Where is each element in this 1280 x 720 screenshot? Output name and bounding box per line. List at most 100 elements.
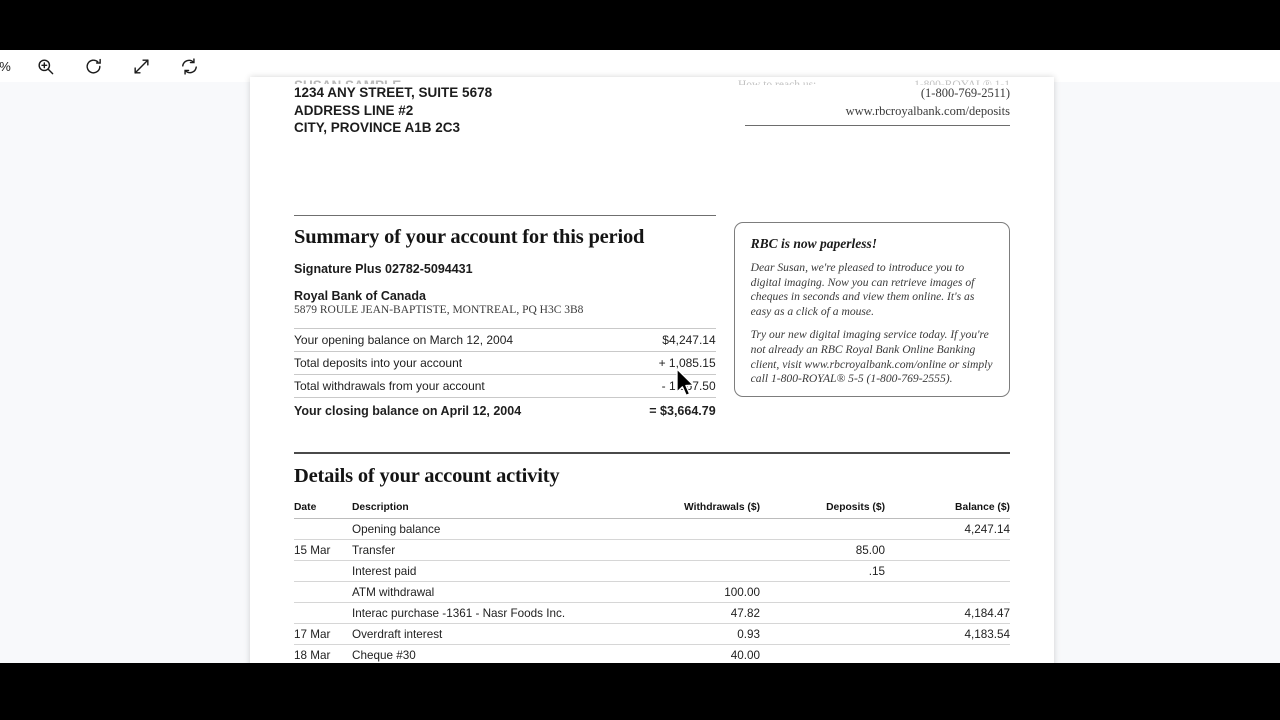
expand-icon bbox=[132, 57, 151, 76]
zoom-in-icon bbox=[36, 57, 55, 76]
promo-title: RBC is now paperless! bbox=[750, 236, 878, 251]
column-header-description: Description bbox=[352, 502, 635, 519]
table-header-row: Date Description Withdrawals ($) Deposit… bbox=[294, 502, 1010, 519]
document-viewer-viewport: 0% bbox=[0, 50, 1280, 663]
transaction-deposit: .15 bbox=[760, 560, 885, 582]
summary-row-amount: + 1,085.15 bbox=[620, 351, 716, 375]
transaction-deposit bbox=[760, 644, 885, 663]
transaction-balance: 4,247.14 bbox=[885, 518, 1010, 540]
table-row: Interest paid .15 bbox=[294, 560, 1010, 582]
promo-paragraph-1: Dear Susan, we're pleased to introduce y… bbox=[750, 261, 975, 318]
column-header-withdrawals: Withdrawals ($) bbox=[635, 502, 760, 519]
transaction-description: Opening balance bbox=[352, 518, 635, 540]
summary-row-amount: - 1,667.50 bbox=[620, 374, 716, 398]
promo-box: RBC is now paperless! Dear Susan, we're … bbox=[733, 222, 1010, 397]
transaction-description: Cheque #30 bbox=[352, 644, 635, 663]
reach-us-label: How to reach us: bbox=[738, 79, 817, 85]
contact-block: How to reach us: 1-800-ROYAL® 1-1 (1-800… bbox=[738, 77, 1010, 155]
document-page[interactable]: SUSAN SAMPLE 1234 ANY STREET, SUITE 5678… bbox=[250, 77, 1054, 663]
summary-row: Total deposits into your account + 1,085… bbox=[294, 351, 716, 375]
reset-icon bbox=[180, 57, 199, 76]
contact-website[interactable]: www.rbcroyalbank.com/deposits bbox=[845, 103, 1010, 118]
account-name: Signature Plus 02782-5094431 bbox=[294, 262, 473, 276]
column-header-deposits: Deposits ($) bbox=[760, 502, 885, 519]
letterbox-top bbox=[0, 0, 1280, 50]
rotate-button[interactable] bbox=[81, 53, 107, 79]
expand-button[interactable] bbox=[129, 53, 155, 79]
reach-us-phone-clipped: 1-800-ROYAL® 1-1 bbox=[914, 79, 1010, 85]
transaction-date bbox=[294, 560, 352, 582]
transaction-date: 15 Mar bbox=[294, 539, 352, 561]
contact-phone: (1-800-769-2511) bbox=[920, 86, 1010, 100]
summary-row-label: Total withdrawals from your account bbox=[294, 374, 621, 398]
transaction-date bbox=[294, 602, 352, 624]
transaction-date: 17 Mar bbox=[294, 623, 352, 645]
summary-total-amount: = $3,664.79 bbox=[649, 404, 716, 418]
transaction-withdrawal: 40.00 bbox=[635, 644, 760, 663]
transaction-balance bbox=[885, 644, 1010, 663]
table-row: 15 Mar Transfer 85.00 bbox=[294, 539, 1010, 561]
transaction-deposit bbox=[760, 581, 885, 603]
transaction-withdrawal bbox=[635, 560, 760, 582]
transaction-balance bbox=[885, 560, 1010, 582]
summary-top-rule bbox=[294, 215, 716, 216]
transaction-balance bbox=[885, 539, 1010, 561]
transaction-withdrawal: 0.93 bbox=[635, 623, 760, 645]
transaction-description: Overdraft interest bbox=[352, 623, 635, 645]
details-top-rule bbox=[294, 452, 1010, 454]
transaction-deposit: 85.00 bbox=[760, 539, 885, 561]
table-row: 17 Mar Overdraft interest 0.93 4,183.54 bbox=[294, 623, 1010, 645]
table-row: 18 Mar Cheque #30 40.00 bbox=[294, 644, 1010, 663]
transaction-date bbox=[294, 518, 352, 540]
contact-clipped-row: How to reach us: 1-800-ROYAL® 1-1 bbox=[738, 77, 1010, 85]
transaction-withdrawal: 47.82 bbox=[635, 602, 760, 624]
transaction-deposit bbox=[760, 623, 885, 645]
details-title: Details of your account activity bbox=[294, 465, 560, 487]
table-row: Interac purchase -1361 - Nasr Foods Inc.… bbox=[294, 602, 1010, 624]
transaction-description: ATM withdrawal bbox=[352, 581, 635, 603]
reset-button[interactable] bbox=[177, 53, 203, 79]
summary-title: Summary of your account for this period bbox=[294, 226, 645, 248]
summary-total-row: Your closing balance on April 12, 2004 =… bbox=[294, 398, 716, 423]
details-section: Details of your account activity Date De… bbox=[294, 452, 1010, 663]
summary-left-column: Summary of your account for this period … bbox=[294, 215, 716, 422]
transaction-balance: 4,184.47 bbox=[885, 602, 1010, 624]
customer-name-clipped: SUSAN SAMPLE bbox=[294, 77, 492, 84]
table-row: ATM withdrawal 100.00 bbox=[294, 581, 1010, 603]
table-row: Opening balance 4,247.14 bbox=[294, 518, 1010, 540]
customer-address-block: SUSAN SAMPLE 1234 ANY STREET, SUITE 5678… bbox=[294, 77, 492, 155]
account-activity-body: Opening balance 4,247.14 15 Mar Transfer 85.… bbox=[294, 518, 1010, 663]
bank-address: 5879 ROULE JEAN-BAPTISTE, MONTREAL, PQ H… bbox=[294, 304, 584, 316]
transaction-date bbox=[294, 581, 352, 603]
contact-divider bbox=[745, 125, 1010, 127]
address-line-1: 1234 ANY STREET, SUITE 5678 bbox=[294, 85, 493, 100]
transaction-withdrawal: 100.00 bbox=[635, 581, 760, 603]
transaction-balance: 4,183.54 bbox=[885, 623, 1010, 645]
transaction-deposit bbox=[760, 518, 885, 540]
statement-header: SUSAN SAMPLE 1234 ANY STREET, SUITE 5678… bbox=[294, 77, 1010, 155]
rotate-icon bbox=[84, 57, 103, 76]
summary-row: Your opening balance on March 12, 2004 $… bbox=[294, 328, 716, 352]
summary-row-label: Total deposits into your account bbox=[294, 351, 621, 375]
zoom-in-button[interactable] bbox=[33, 53, 59, 79]
address-line-3: CITY, PROVINCE A1B 2C3 bbox=[294, 120, 461, 136]
account-activity-table: Date Description Withdrawals ($) Deposit… bbox=[294, 502, 1010, 663]
transaction-withdrawal bbox=[635, 539, 760, 561]
letterbox-bottom bbox=[0, 663, 1280, 720]
zoom-level-label: 0% bbox=[0, 58, 11, 74]
bank-name: Royal Bank of Canada bbox=[294, 289, 426, 303]
transaction-description: Interac purchase -1361 - Nasr Foods Inc. bbox=[352, 602, 635, 624]
summary-total-label: Your closing balance on April 12, 2004 bbox=[294, 404, 522, 418]
summary-table: Your opening balance on March 12, 2004 $… bbox=[294, 328, 716, 422]
transaction-balance bbox=[885, 581, 1010, 603]
promo-paragraph-2: Try our new digital imaging service toda… bbox=[750, 328, 993, 386]
summary-row-label: Your opening balance on March 12, 2004 bbox=[294, 328, 621, 352]
column-header-date: Date bbox=[294, 502, 352, 519]
column-header-balance: Balance ($) bbox=[885, 502, 1010, 519]
summary-row-amount: $4,247.14 bbox=[620, 328, 716, 352]
summary-row: Total withdrawals from your account - 1,… bbox=[294, 374, 716, 398]
transaction-deposit bbox=[760, 602, 885, 624]
transaction-description: Interest paid bbox=[352, 560, 635, 582]
address-line-2: ADDRESS LINE #2 bbox=[294, 102, 414, 118]
summary-section: Summary of your account for this period … bbox=[294, 215, 1010, 422]
